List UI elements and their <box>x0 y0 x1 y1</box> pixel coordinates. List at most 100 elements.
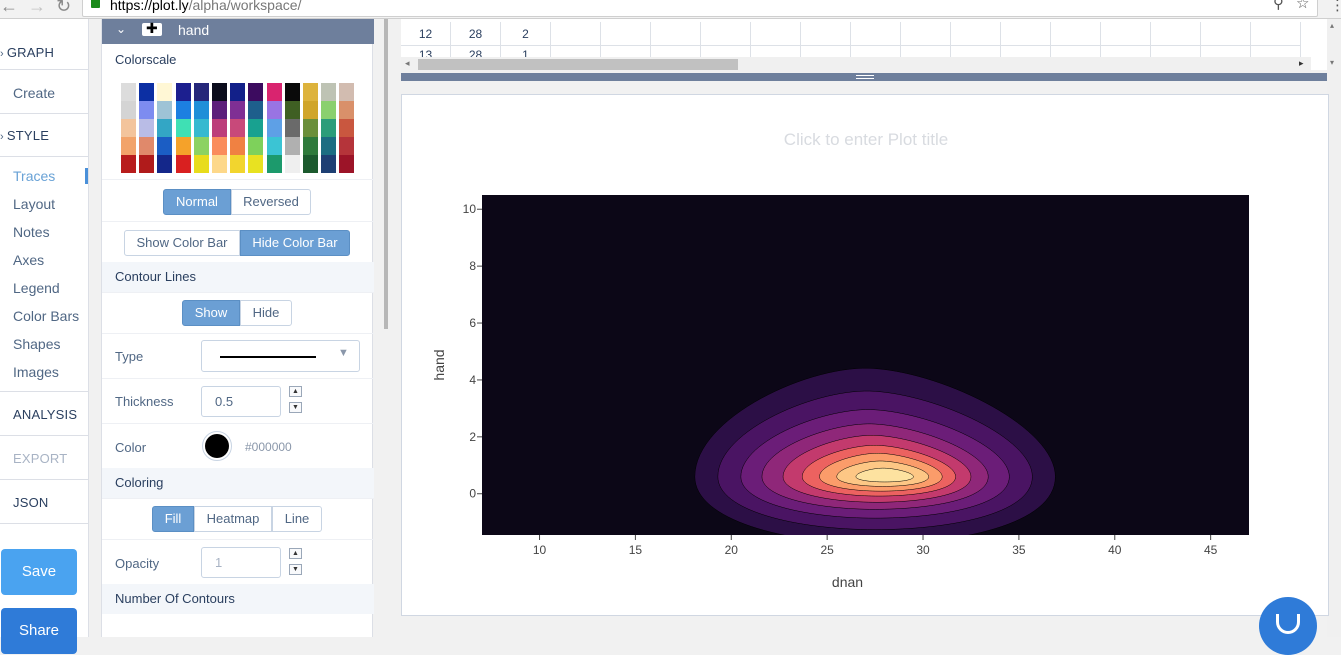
url-text: https://plot.ly/alpha/workspace/ <box>110 0 302 13</box>
grid-cell[interactable] <box>1251 22 1301 46</box>
contour-level <box>855 467 914 483</box>
key-icon[interactable]: ⚲ <box>1273 0 1284 12</box>
page-scrollbar[interactable]: ▴ ▾ <box>1327 19 1341 637</box>
colorscale-option[interactable] <box>230 83 246 173</box>
grid-cell[interactable] <box>1001 22 1051 46</box>
grid-cell[interactable] <box>1151 22 1201 46</box>
scroll-up-icon[interactable]: ▴ <box>1330 21 1335 30</box>
opacity-input[interactable]: 1 <box>201 547 281 578</box>
grid-cell[interactable] <box>701 22 751 46</box>
colorscale-option[interactable] <box>284 83 300 173</box>
chevron-right-icon: › <box>0 48 4 60</box>
y-axis-title[interactable]: hand <box>431 349 447 380</box>
nav-section-style[interactable]: › STYLE <box>0 128 50 143</box>
grid-cell[interactable] <box>551 22 601 46</box>
fill-button[interactable]: Fill <box>152 506 194 532</box>
colorscale-option[interactable] <box>266 83 282 173</box>
decrement-icon[interactable]: ▼ <box>289 402 302 413</box>
grid-cell[interactable] <box>1051 22 1101 46</box>
color-swatch[interactable] <box>202 431 232 461</box>
colorscale-option[interactable] <box>212 83 227 173</box>
scroll-right-icon[interactable]: ▸ <box>1299 58 1304 68</box>
nav-item-layout[interactable]: Layout <box>13 196 56 212</box>
colorscale-option[interactable] <box>339 83 355 173</box>
scroll-down-icon[interactable]: ▾ <box>1330 58 1335 67</box>
menu-icon[interactable]: ⋮ <box>1330 0 1341 14</box>
nav-item-legend[interactable]: Legend <box>13 280 60 296</box>
line-type-dropdown[interactable]: ▼ <box>201 340 360 372</box>
nav-section-export[interactable]: EXPORT <box>13 451 68 466</box>
colorscale-option[interactable] <box>157 83 173 173</box>
grid-cell[interactable] <box>601 22 651 46</box>
show-color-bar-button[interactable]: Show Color Bar <box>124 230 240 256</box>
hide-color-bar-button[interactable]: Hide Color Bar <box>240 230 350 256</box>
y-tick-label: 0 <box>469 487 476 501</box>
grid-horizontal-scrollbar[interactable]: ◂ ▸ <box>401 57 1311 72</box>
x-tick-label: 40 <box>1108 543 1122 557</box>
colorscale-option[interactable] <box>321 83 337 173</box>
coloring-row: Fill Heatmap Line <box>102 498 374 539</box>
nav-item-images[interactable]: Images <box>13 364 59 380</box>
decrement-icon[interactable]: ▼ <box>289 564 302 575</box>
grid-cell[interactable] <box>751 22 801 46</box>
hide-button[interactable]: Hide <box>240 300 292 326</box>
nav-item-color-bars[interactable]: Color Bars <box>13 308 80 324</box>
colorscale-option[interactable] <box>193 83 209 173</box>
nav-item-notes[interactable]: Notes <box>13 224 50 240</box>
grid-cell[interactable] <box>951 22 1001 46</box>
grid-cell[interactable]: 28 <box>451 22 501 46</box>
chevron-down-icon[interactable]: ⌄ <box>116 22 127 36</box>
grid-cell[interactable] <box>1101 22 1151 46</box>
grid-cell[interactable]: 2 <box>501 22 551 46</box>
colorscale-option[interactable] <box>175 83 191 173</box>
line-button[interactable]: Line <box>272 506 322 532</box>
nav-item-traces[interactable]: Traces <box>13 168 56 184</box>
nav-item-create[interactable]: Create <box>13 85 56 101</box>
grid-cell[interactable]: 12 <box>401 22 451 46</box>
divider <box>0 69 89 70</box>
colorscale-option[interactable] <box>139 83 155 173</box>
normal-button[interactable]: Normal <box>163 189 231 215</box>
grid-cell[interactable] <box>1201 22 1251 46</box>
colorscale-title: Colorscale <box>115 52 177 67</box>
save-button[interactable]: Save <box>1 549 77 595</box>
scroll-left-icon[interactable]: ◂ <box>405 58 410 68</box>
grid-cell[interactable] <box>651 22 701 46</box>
x-axis-title[interactable]: dnan <box>832 574 863 590</box>
heatmap-button[interactable]: Heatmap <box>194 506 272 532</box>
back-icon[interactable]: ← <box>0 0 18 16</box>
increment-icon[interactable]: ▲ <box>289 386 302 397</box>
resize-splitter[interactable] <box>401 73 1329 81</box>
address-bar[interactable]: https://plot.ly/alpha/workspace/ ⚲ ☆ <box>82 0 1318 17</box>
share-button[interactable]: Share <box>1 608 77 654</box>
colorscale-option[interactable] <box>248 83 264 173</box>
divider <box>0 435 89 436</box>
star-icon[interactable]: ☆ <box>1296 0 1310 12</box>
colorscale-option[interactable] <box>303 83 318 173</box>
plot-title[interactable]: Click to enter Plot title <box>783 130 949 149</box>
forward-icon[interactable]: → <box>28 0 46 16</box>
scrollbar-thumb[interactable] <box>418 59 738 70</box>
thickness-label: Thickness <box>115 394 174 409</box>
thickness-input[interactable]: 0.5 <box>201 386 281 417</box>
panel-scrollbar[interactable] <box>384 19 388 329</box>
contour-lines-title: Contour Lines <box>102 262 374 292</box>
show-button[interactable]: Show <box>182 300 240 326</box>
thickness-row: Thickness 0.5 ▲ ▼ <box>102 378 374 423</box>
reversed-button[interactable]: Reversed <box>231 189 311 215</box>
nav-section-graph[interactable]: › GRAPH <box>0 45 55 60</box>
nav-section-json[interactable]: JSON <box>13 495 49 510</box>
grid-cell[interactable] <box>851 22 901 46</box>
reload-icon[interactable]: ↻ <box>56 0 72 16</box>
nav-item-axes[interactable]: Axes <box>13 252 45 268</box>
trace-header[interactable]: ⌄ ✚ hand <box>102 19 374 44</box>
nav-item-shapes[interactable]: Shapes <box>13 336 61 352</box>
chat-support-icon[interactable] <box>1259 597 1317 655</box>
nav-section-analysis[interactable]: ANALYSIS <box>13 407 78 422</box>
grid-cell[interactable] <box>801 22 851 46</box>
y-tick-label: 10 <box>463 202 477 216</box>
grid-cell[interactable] <box>901 22 951 46</box>
solid-line-preview <box>220 356 316 358</box>
colorscale-option[interactable] <box>121 83 136 173</box>
increment-icon[interactable]: ▲ <box>289 548 302 559</box>
